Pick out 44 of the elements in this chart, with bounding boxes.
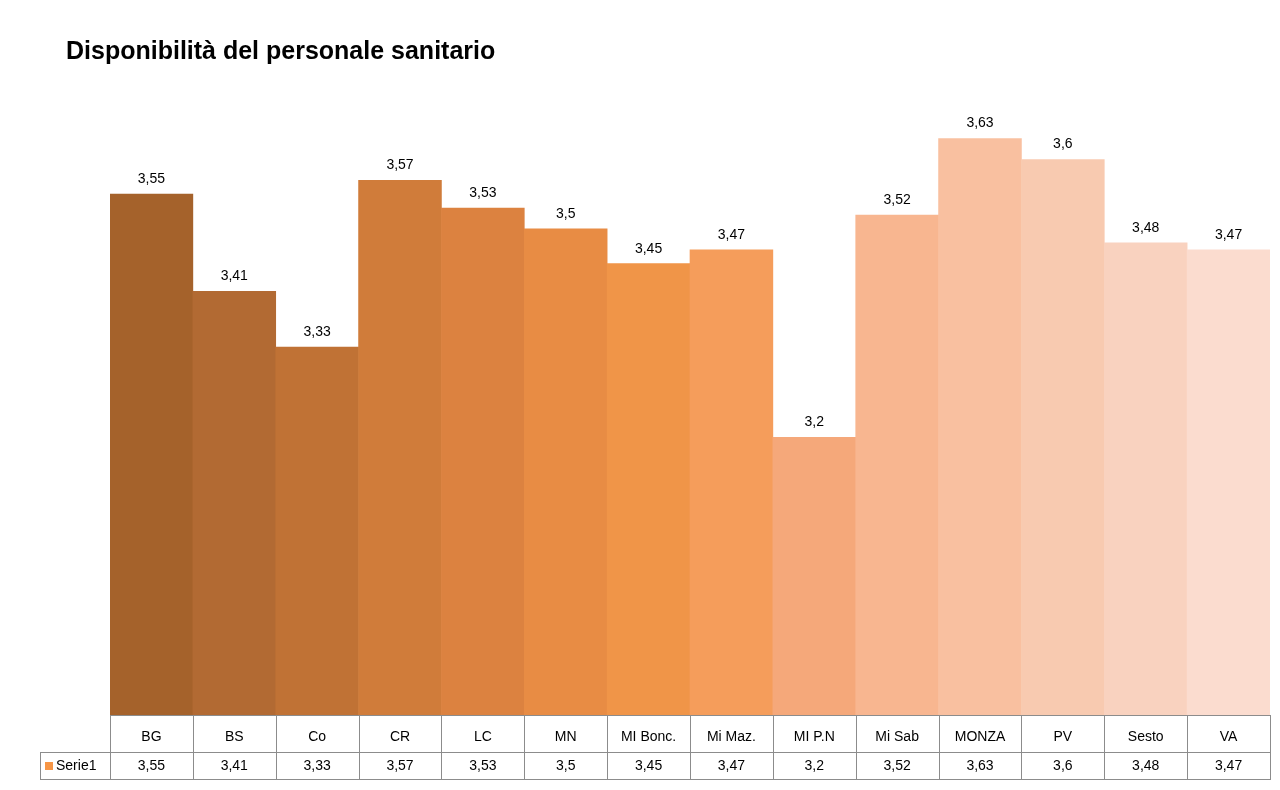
data-label: 3,45: [634, 239, 663, 256]
text: 3,47: [717, 756, 746, 773]
text: 3,55: [137, 756, 166, 773]
data-label: 3,48: [1132, 218, 1160, 235]
data-label: 3,52: [883, 190, 911, 207]
data-label: 3,41: [220, 267, 249, 284]
text: 3,57: [386, 756, 414, 773]
legend-label: Serie1: [56, 756, 97, 773]
x-tick-label: CR: [389, 728, 411, 745]
text: 3,41: [220, 756, 248, 773]
x-tick-label: Co: [308, 728, 327, 745]
text: 3,48: [1132, 756, 1160, 773]
x-tick-label: PV: [1053, 728, 1073, 745]
x-tick-label: MONZA: [954, 728, 1006, 745]
x-tick-label: LC: [473, 728, 492, 745]
text: 3,47: [1214, 756, 1243, 773]
x-tick-label: MI Bonc.: [620, 728, 677, 745]
text: 3,33: [303, 756, 331, 773]
text: 3,52: [883, 756, 911, 773]
data-label: 3,33: [303, 322, 331, 339]
x-tick-label: MI P.N: [793, 728, 835, 745]
data-label: 3,47: [1214, 225, 1243, 242]
text: 3,53: [469, 756, 497, 773]
text: 3,6: [1053, 756, 1073, 773]
x-tick-label: MN: [554, 728, 577, 745]
data-label: 3,55: [137, 170, 166, 187]
data-label: 3,47: [717, 225, 746, 242]
data-label: 3,2: [804, 413, 825, 430]
text: 3,5: [555, 756, 576, 773]
data-label: 3,53: [469, 183, 497, 200]
x-tick-label: BG: [141, 728, 162, 745]
x-tick-label: BS: [224, 728, 244, 745]
data-label: 3,57: [386, 156, 414, 173]
chart-title: Disponibilità del personale sanitario: [66, 35, 496, 64]
x-tick-label: Mi Sab: [875, 728, 920, 745]
data-label: 3,63: [966, 114, 994, 131]
x-tick-label: Mi Maz.: [706, 728, 756, 745]
data-label: 3,6: [1053, 135, 1073, 152]
data-label: 3,5: [555, 204, 576, 221]
text: 3,2: [804, 756, 825, 773]
x-tick-label: Sesto: [1127, 728, 1164, 745]
text: 3,63: [966, 756, 994, 773]
text: 3,45: [634, 756, 663, 773]
x-tick-label: VA: [1219, 728, 1239, 745]
